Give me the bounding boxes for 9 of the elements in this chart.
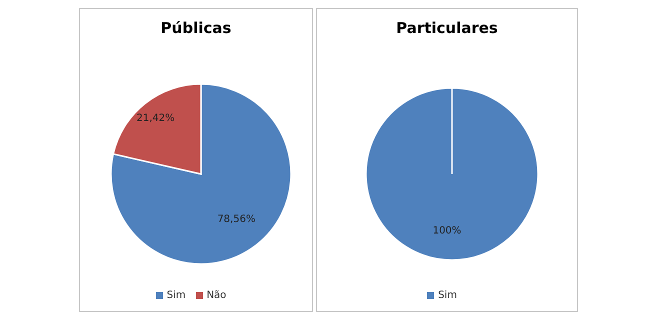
chart-title: Públicas xyxy=(160,19,232,37)
legend-label: Sim xyxy=(438,290,457,301)
data-label: 21,42% xyxy=(136,112,175,124)
chart-title: Particulares xyxy=(395,19,499,37)
data-label: 100% xyxy=(432,225,462,236)
data-label: 78,56% xyxy=(217,214,256,226)
legend-label: Sim xyxy=(166,290,186,301)
pie-slice xyxy=(110,83,292,265)
legend-label: Não xyxy=(206,290,226,301)
